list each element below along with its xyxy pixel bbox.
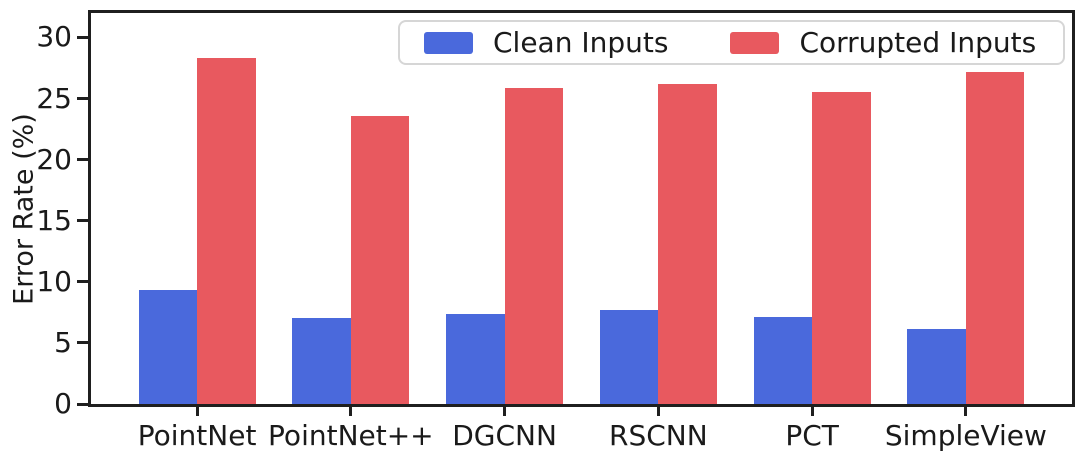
x-tick-label-simpleview: SimpleView <box>884 419 1047 452</box>
x-tick-label-pointnet: PointNet++ <box>268 419 434 452</box>
y-tick-mark <box>77 97 88 101</box>
y-tick-label: 5 <box>54 325 72 359</box>
plot-area <box>88 10 1075 407</box>
bar-clean-inputs-rscnn <box>599 309 659 404</box>
x-tick-mark <box>503 407 507 416</box>
y-tick-mark <box>77 35 88 39</box>
x-tick-mark <box>964 407 968 416</box>
y-tick-label: 10 <box>36 264 72 298</box>
corrupted-inputs-swatch-icon <box>730 31 780 54</box>
legend-entry-corrupted: Corrupted Inputs <box>730 26 1036 59</box>
bar-corrupted-inputs-rscnn <box>658 83 717 404</box>
y-tick-label: 15 <box>36 203 72 237</box>
x-tick-mark <box>195 407 199 416</box>
bar-clean-inputs-dgcnn <box>446 313 505 404</box>
bar-corrupted-inputs-pointnet <box>350 115 410 404</box>
y-tick-mark <box>77 402 88 406</box>
y-tick-mark <box>77 280 88 284</box>
x-tick-mark <box>349 407 353 416</box>
y-tick-label: 20 <box>36 142 72 176</box>
bars-layer <box>91 13 1072 404</box>
bar-clean-inputs-simpleview <box>907 329 966 404</box>
y-tick-mark <box>77 158 88 162</box>
x-tick-mark <box>656 407 660 416</box>
y-tick-label: 0 <box>54 387 72 420</box>
y-tick-label: 25 <box>36 81 72 115</box>
x-tick-mark <box>810 407 814 416</box>
legend-label-clean: Clean Inputs <box>493 26 669 59</box>
legend: Clean Inputs Corrupted Inputs <box>398 20 1065 65</box>
bar-corrupted-inputs-pointnet <box>197 58 256 404</box>
x-tick-label-pointnet: PointNet <box>137 419 257 452</box>
bar-corrupted-inputs-pct <box>812 92 871 404</box>
y-tick-mark <box>77 219 88 223</box>
bar-clean-inputs-pct <box>753 317 813 404</box>
x-tick-label-pct: PCT <box>785 419 839 452</box>
legend-entry-clean: Clean Inputs <box>424 26 668 59</box>
bar-clean-inputs-pointnet <box>292 318 351 404</box>
y-tick-mark <box>77 341 88 345</box>
legend-label-corrupted: Corrupted Inputs <box>799 26 1037 59</box>
bar-clean-inputs-pointnet <box>138 290 198 404</box>
x-tick-label-dgcnn: DGCNN <box>452 419 557 452</box>
bar-corrupted-inputs-simpleview <box>965 71 1025 404</box>
clean-inputs-swatch-icon <box>424 31 473 54</box>
y-tick-label: 30 <box>36 20 72 54</box>
bar-corrupted-inputs-dgcnn <box>504 87 564 404</box>
x-tick-label-rscnn: RSCNN <box>609 419 708 452</box>
